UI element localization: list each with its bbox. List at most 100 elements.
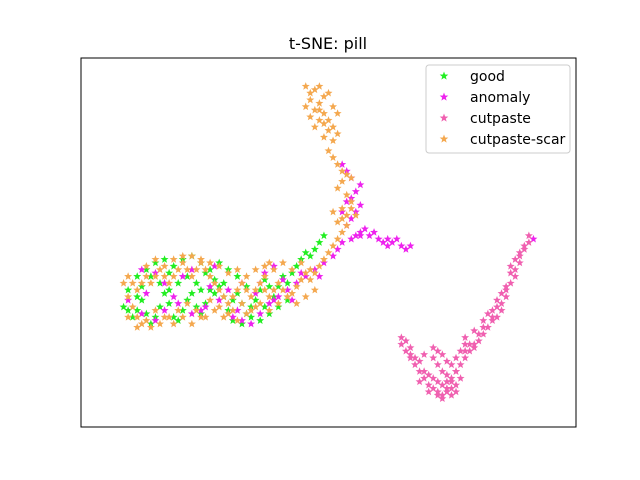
data-point [342,190,351,199]
data-point [165,299,174,307]
data-point [447,377,456,386]
data-point [206,285,215,294]
data-point [124,296,133,304]
data-point [324,146,333,155]
data-point [301,272,310,280]
data-point [151,316,160,324]
data-point [379,238,388,246]
data-point [237,319,246,328]
data-point [137,309,146,318]
data-point [192,306,201,314]
data-point [360,224,369,233]
data-point [329,136,338,145]
data-point [329,102,338,111]
data-point [493,302,501,311]
data-point [165,268,174,277]
data-point [233,265,242,274]
data-point [265,309,274,318]
data-point [137,296,146,304]
data-point [329,241,338,250]
data-point [160,289,169,297]
data-point [333,245,342,253]
data-point [493,312,501,321]
data-point [415,367,424,375]
data-point [474,336,483,345]
data-point [347,214,356,223]
data-point [206,282,215,291]
data-point [247,312,256,321]
data-point [520,241,529,250]
data-point [493,296,501,304]
data-point [206,258,215,267]
data-point [438,350,447,358]
data-point [288,296,297,304]
data-point [233,306,242,314]
data-point [433,377,442,386]
data-point [178,312,187,321]
data-point [265,282,274,291]
data-point [247,319,256,328]
data-point [219,312,228,321]
data-point [515,248,524,257]
data-point [206,272,215,280]
data-point [301,268,310,277]
data-point [133,272,142,280]
data-point [479,316,488,324]
data-point [242,272,251,280]
data-point [256,316,265,324]
data-point [333,109,342,117]
data-point [192,279,201,287]
chart-title: t-SNE: pill [289,34,367,53]
data-point [274,302,283,311]
legend-marker-anomaly [439,92,449,101]
data-point [351,187,360,195]
data-point [151,255,160,263]
data-point [242,309,251,318]
data-point [142,309,151,318]
data-point [397,333,406,341]
data-point [196,255,205,263]
data-point [269,285,278,294]
data-point [388,238,397,246]
data-point [215,296,224,304]
data-point [370,228,379,236]
data-point [524,238,533,246]
data-point [297,268,306,277]
data-point [310,245,319,253]
data-point [433,360,442,369]
data-point [237,316,246,324]
data-point [124,285,133,294]
data-point [338,214,347,223]
data-point [329,207,338,216]
data-point [319,231,328,240]
data-point [251,289,260,297]
data-point [411,360,420,369]
data-point [347,173,356,182]
data-point [479,329,488,338]
data-point [497,289,506,297]
data-point [174,265,183,274]
legend-marker-good [439,71,449,80]
data-point [429,374,438,382]
data-point [411,353,420,362]
data-point [169,319,178,328]
data-point [206,265,215,274]
data-point [133,312,142,321]
data-point [315,116,324,124]
data-point [383,241,392,250]
legend-frame [425,64,571,154]
data-point [438,380,447,389]
data-point [201,302,210,311]
data-point [137,319,146,328]
data-point [201,265,210,274]
data-point [511,272,520,280]
data-point [142,316,151,324]
data-point [224,285,233,294]
data-point [274,279,283,287]
data-point [347,197,356,206]
data-point [442,357,451,365]
data-point [133,285,142,294]
data-point [406,350,415,358]
data-point [442,370,451,379]
